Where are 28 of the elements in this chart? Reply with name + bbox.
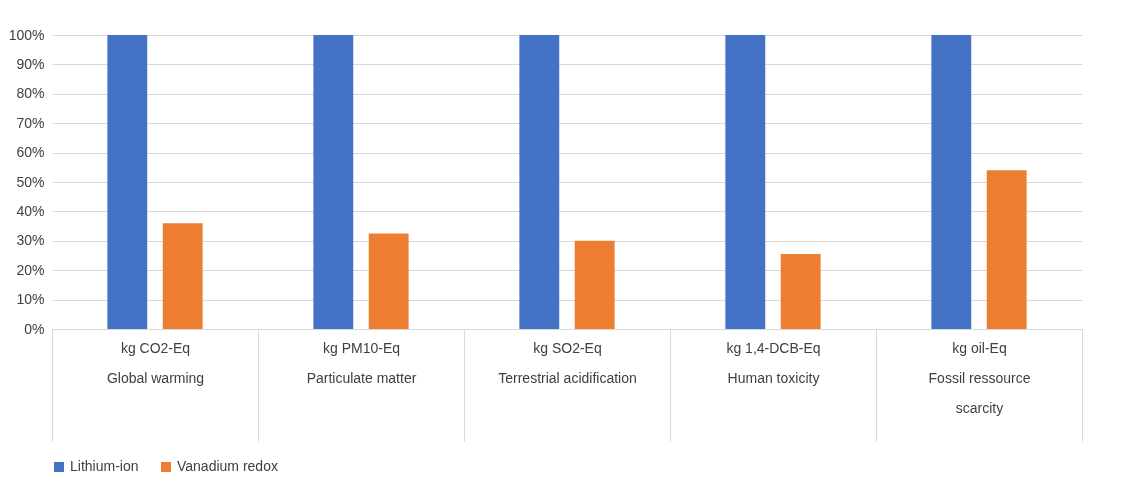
bar (519, 35, 560, 329)
y-tick-label: 30% (16, 232, 45, 249)
bar (574, 240, 615, 329)
y-tick-label: 90% (16, 55, 45, 72)
bar (162, 223, 203, 329)
x-tick-label: kg PM10-Eq Particulate matter (306, 339, 417, 386)
bar (725, 35, 766, 329)
legend-label: Lithium-ion (70, 458, 139, 474)
y-tick-label: 20% (16, 261, 45, 278)
bar (313, 35, 354, 329)
x-tick-label: kg CO2-Eq Global warming (106, 339, 205, 386)
y-tick-label: 60% (16, 144, 45, 161)
bar (986, 170, 1027, 329)
x-tick-label: kg SO2-Eq Terrestrial acidification (498, 339, 637, 386)
y-tick-label: 10% (16, 291, 45, 308)
bar (780, 254, 821, 329)
y-tick-label: 50% (16, 173, 45, 190)
bar (368, 233, 409, 329)
y-tick-label: 80% (16, 85, 45, 102)
y-tick-label: 40% (16, 202, 45, 219)
bar (931, 35, 972, 329)
x-tick-label: kg 1,4-DCB-Eq Human toxicity (726, 339, 821, 386)
y-tick-label: 100% (8, 26, 45, 43)
bar (107, 35, 148, 329)
legend-label: Vanadium redox (177, 458, 278, 474)
x-tick-label: kg oil-Eq Fossil ressource scarcity (928, 339, 1031, 416)
y-tick-label: 70% (16, 114, 45, 131)
y-tick-label: 0% (24, 320, 45, 337)
